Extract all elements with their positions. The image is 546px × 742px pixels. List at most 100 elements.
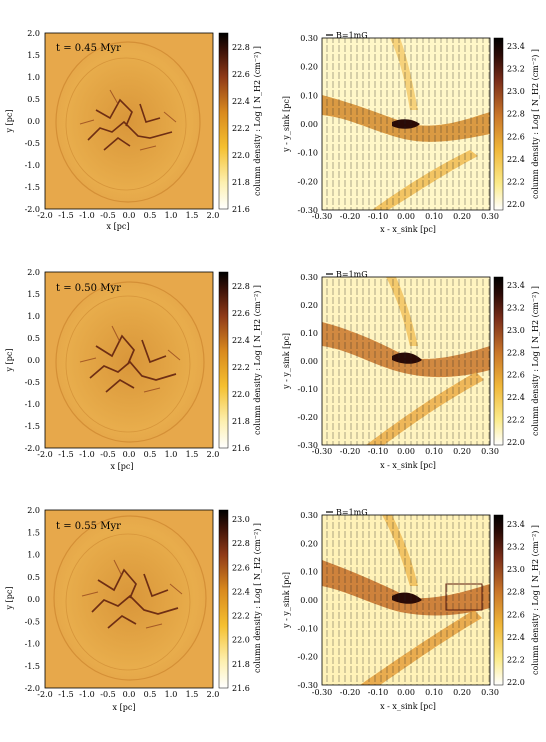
x-tick-label: -0.5 xyxy=(100,690,115,699)
x-tick-label: -0.20 xyxy=(340,447,361,456)
colorbar-tick-label: 21.8 xyxy=(232,660,250,669)
colorbar-tick-label: 22.8 xyxy=(232,282,250,291)
row-1: t = 0.45 Myr x [pc] y [pc] -2.0 -1.5 -1.0-… xyxy=(5,29,540,234)
colorbar-tick-label: 22.6 xyxy=(232,563,250,572)
cloud-inner-shell xyxy=(65,57,187,191)
x-axis-label: x - x_sink [pc] xyxy=(380,461,436,470)
x-ticks: -0.30 -0.20 -0.10 0.00 0.10 0.20 0.30 xyxy=(312,212,499,221)
magnetic-field-vectors xyxy=(322,38,490,210)
colorbar-tick-label: 23.2 xyxy=(507,543,525,552)
x-tick-label: 1.0 xyxy=(165,211,178,220)
right-map-frame xyxy=(321,514,491,686)
colorbar-ticks: 23.0 22.8 22.6 22.4 22.2 22.0 21.8 21.6 xyxy=(232,515,250,693)
y-axis-label: y - y_sink [pc] xyxy=(282,96,291,153)
y-axis-label: y [pc] xyxy=(5,349,14,373)
y-ticks: 0.30 0.20 0.10 0.00 -0.10 -0.20 -0.30 xyxy=(297,511,318,690)
y-tick-label: -0.30 xyxy=(297,441,318,450)
y-tick-label: -0.20 xyxy=(297,177,318,186)
x-tick-label: 0.00 xyxy=(397,447,415,456)
colorbar xyxy=(218,509,229,689)
y-tick-label: 0.0 xyxy=(27,595,40,604)
colorbar-ticks: 23.4 23.2 23.0 22.8 22.6 22.4 22.2 22.0 xyxy=(507,42,525,209)
x-tick-label: 1.5 xyxy=(186,211,199,220)
y-tick-label: 1.0 xyxy=(27,312,40,321)
colorbar-tick-label: 22.0 xyxy=(232,636,250,645)
y-axis-label: y - y_sink [pc] xyxy=(282,333,291,390)
colorbar-tick-label: 22.6 xyxy=(507,132,525,141)
y-tick-label: 0.20 xyxy=(300,539,318,548)
y-tick-label: -2.0 xyxy=(25,205,40,214)
y-tick-label: -0.5 xyxy=(25,617,40,626)
colorbar-tick-label: 23.0 xyxy=(507,565,525,574)
x-tick-label: 0.30 xyxy=(481,212,499,221)
left-map-frame xyxy=(44,509,214,689)
colorbar-tick-label: 23.0 xyxy=(232,515,250,524)
x-ticks: -2.0 -1.5 -1.0 -0.5 0.0 0.5 1.0 1.5 2.0 xyxy=(37,690,219,699)
y-tick-label: 1.0 xyxy=(27,551,40,560)
colorbar-tick-label: 22.2 xyxy=(232,363,250,372)
x-tick-label: -1.0 xyxy=(79,450,94,459)
colorbar-tick-label: 22.4 xyxy=(507,633,525,642)
left-panel-3: t = 0.55 Myr x [pc] y [pc] -2.0 -1.5 -1.0-… xyxy=(5,506,262,712)
colorbar-ticks: 22.8 22.6 22.4 22.2 22.0 21.8 21.6 xyxy=(232,43,250,214)
x-tick-label: 0.20 xyxy=(453,447,471,456)
colorbar-tick-label: 22.2 xyxy=(232,612,250,621)
left-map-frame xyxy=(44,32,214,210)
y-tick-label: -0.30 xyxy=(297,681,318,690)
y-tick-label: 0.30 xyxy=(300,511,318,520)
y-tick-label: -1.0 xyxy=(25,640,40,649)
x-tick-label: 2.0 xyxy=(207,211,220,220)
x-axis-label: x - x_sink [pc] xyxy=(380,225,436,234)
x-tick-label: -0.5 xyxy=(100,211,115,220)
y-ticks: 2.0 1.5 1.0 0.5 0.0 -0.5 -1.0 -1.5 -2.0 xyxy=(25,506,40,693)
y-tick-label: 0.5 xyxy=(27,95,40,104)
x-tick-label: 0.30 xyxy=(481,447,499,456)
left-panel-1: t = 0.45 Myr x [pc] y [pc] -2.0 -1.5 -1.0-… xyxy=(5,29,262,231)
colorbar-tick-label: 22.4 xyxy=(232,336,250,345)
colorbar-tick-label: 22.2 xyxy=(232,124,250,133)
filament-network xyxy=(91,568,179,629)
x-tick-label: -1.5 xyxy=(58,690,73,699)
x-axis-label: x [pc] xyxy=(111,462,134,471)
colorbar-tick-label: 22.0 xyxy=(507,678,525,687)
colorbar-tick-label: 23.2 xyxy=(507,65,525,74)
colorbar-tick-label: 22.0 xyxy=(507,438,525,447)
colorbar-label: column density : Log [ N_H2 (cm⁻²) ] xyxy=(253,523,262,673)
x-tick-label: 0.00 xyxy=(397,688,415,697)
x-ticks: -2.0 -1.5 -1.0 -0.5 0.0 0.5 1.0 1.5 2.0 xyxy=(37,450,219,459)
colorbar-label: column density : Log [ N_H2 (cm⁻²) ] xyxy=(531,286,540,436)
colorbar-tick-label: 23.4 xyxy=(507,281,525,290)
x-tick-label: -0.20 xyxy=(340,688,361,697)
colorbar-tick-label: 22.4 xyxy=(507,155,525,164)
x-tick-label: -0.30 xyxy=(312,212,333,221)
colorbar-tick-label: 23.0 xyxy=(507,87,525,96)
x-tick-label: 0.0 xyxy=(123,211,136,220)
colorbar xyxy=(493,37,504,211)
y-tick-label: 0.0 xyxy=(27,356,40,365)
y-tick-label: 0.00 xyxy=(300,120,318,129)
x-tick-label: 0.30 xyxy=(481,688,499,697)
y-tick-label: 0.5 xyxy=(27,573,40,582)
x-ticks: -0.30 -0.20 -0.10 0.00 0.10 0.20 0.30 xyxy=(312,688,499,697)
y-axis-label: y [pc] xyxy=(5,110,14,134)
cloud-inner-shell xyxy=(65,295,191,433)
y-tick-label: -0.10 xyxy=(297,624,318,633)
colorbar-label: column density : Log [ N_H2 (cm⁻²) ] xyxy=(531,525,540,675)
colorbar-tick-label: 22.8 xyxy=(232,539,250,548)
right-map-frame xyxy=(321,37,491,211)
colorbar-label: column density : Log [ N_H2 (cm⁻²) ] xyxy=(531,49,540,199)
right-panel-3: B=1mG x - x_sink [pc] y - y_sink [pc] -0… xyxy=(282,508,540,711)
colorbar-tick-label: 22.8 xyxy=(507,348,525,357)
magnetic-field-vectors xyxy=(322,515,490,685)
colorbar-tick-label: 22.2 xyxy=(507,177,525,186)
x-tick-label: 1.0 xyxy=(165,450,178,459)
colorbar-tick-label: 23.4 xyxy=(507,520,525,529)
time-label: t = 0.45 Myr xyxy=(56,43,121,54)
colorbar-tick-label: 22.2 xyxy=(507,655,525,664)
x-tick-label: 0.10 xyxy=(425,212,443,221)
filament-network-faint xyxy=(79,325,181,393)
x-tick-label: 0.00 xyxy=(397,212,415,221)
colorbar-tick-label: 21.6 xyxy=(232,444,250,453)
x-tick-label: -2.0 xyxy=(37,211,52,220)
